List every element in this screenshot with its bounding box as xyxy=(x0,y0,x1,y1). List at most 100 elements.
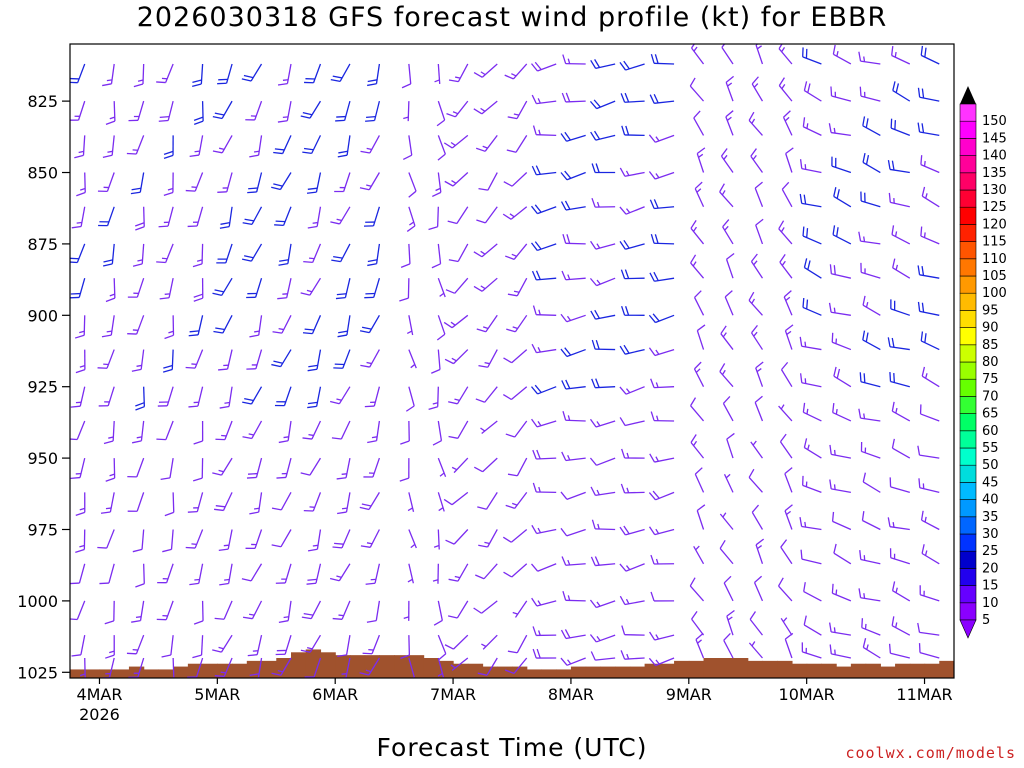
wind-barb xyxy=(532,648,557,659)
wind-barb xyxy=(503,172,528,187)
wind-barb xyxy=(921,544,940,565)
wind-barb xyxy=(70,386,86,408)
wind-barb xyxy=(723,633,734,659)
wind-barb xyxy=(862,153,881,174)
wind-barb xyxy=(193,600,204,625)
wind-barb xyxy=(213,315,233,334)
wind-barb xyxy=(134,206,145,231)
wind-barb xyxy=(502,206,528,220)
y-tick-label: 975 xyxy=(27,520,58,539)
wind-barb xyxy=(193,420,204,445)
wind-barb xyxy=(278,243,292,266)
colorbar-label: 80 xyxy=(982,355,999,370)
wind-barb xyxy=(531,524,557,535)
wind-barb xyxy=(720,325,734,350)
wind-barb xyxy=(887,159,910,174)
wind-barb xyxy=(620,269,645,280)
wind-barb xyxy=(330,386,351,405)
wind-barb xyxy=(858,408,881,422)
wind-barb xyxy=(432,563,439,584)
wind-barb xyxy=(193,278,204,302)
wind-barb xyxy=(920,45,940,65)
wind-barb xyxy=(829,264,852,279)
wind-barb xyxy=(890,299,911,316)
wind-barb xyxy=(690,219,705,245)
terrain-block xyxy=(512,666,528,678)
wind-barb xyxy=(242,386,263,405)
wind-barb xyxy=(428,386,439,411)
wind-barb xyxy=(214,492,233,512)
wind-barb xyxy=(590,240,616,250)
terrain-block xyxy=(453,663,469,678)
colorbar-label: 90 xyxy=(982,321,999,336)
wind-barb xyxy=(917,445,940,459)
wind-barb xyxy=(436,100,446,127)
wind-barb xyxy=(406,315,414,336)
wind-barb xyxy=(104,600,115,625)
colorbar-segment xyxy=(959,550,977,569)
wind-barb xyxy=(621,448,645,459)
wind-barb xyxy=(862,472,881,493)
wind-barb xyxy=(828,123,851,137)
wind-barb xyxy=(778,220,793,245)
terrain-block xyxy=(615,666,631,678)
wind-barb xyxy=(531,418,557,428)
colorbar-label: 70 xyxy=(982,389,999,404)
wind-barb xyxy=(784,467,793,493)
wind-barb xyxy=(590,59,616,70)
wind-barb xyxy=(448,563,469,582)
wind-barb xyxy=(242,420,263,440)
wind-barb xyxy=(473,243,498,258)
wind-barb xyxy=(560,527,586,537)
wind-barb xyxy=(271,349,292,368)
wind-barb xyxy=(748,641,763,659)
wind-barb xyxy=(245,529,263,550)
wind-barb xyxy=(100,492,115,514)
wind-barb xyxy=(530,61,557,72)
terrain-block xyxy=(320,652,336,678)
x-tick-label: 10MAR xyxy=(779,685,835,704)
terrain-block xyxy=(688,660,705,678)
wind-barb xyxy=(444,349,469,365)
wind-barb xyxy=(722,396,734,422)
wind-barb xyxy=(399,278,410,302)
wind-barb xyxy=(561,451,586,462)
wind-barb xyxy=(561,379,586,390)
wind-barb xyxy=(778,77,793,102)
x-tick-label: 7MAR xyxy=(430,685,476,704)
wind-barb xyxy=(97,529,115,549)
colorbar-segment xyxy=(959,378,977,397)
wind-barb xyxy=(156,600,174,621)
terrain-block xyxy=(850,663,867,678)
wind-barb xyxy=(171,657,175,678)
credit-label[interactable]: coolwx.com/models xyxy=(845,744,1016,762)
wind-barb xyxy=(693,545,705,565)
colorbar-label: 5 xyxy=(982,613,990,628)
wind-barb xyxy=(785,147,794,173)
wind-barb xyxy=(99,563,115,585)
wind-barb xyxy=(127,315,145,335)
x-tick-label: 5MAR xyxy=(194,685,240,704)
wind-barb xyxy=(828,302,851,316)
wind-barb xyxy=(126,135,145,155)
y-axis: 825 850 875 900 925 950 975 1000 1025 xyxy=(17,92,70,682)
wind-barb xyxy=(434,63,441,84)
wind-barb xyxy=(512,600,528,618)
terrain-block xyxy=(173,666,189,678)
wind-barb xyxy=(649,199,675,210)
wind-barb xyxy=(859,372,881,388)
wind-barb xyxy=(448,63,469,83)
wind-barb xyxy=(917,87,940,102)
wind-barb xyxy=(779,433,793,459)
wind-barb xyxy=(693,110,705,136)
wind-barb xyxy=(862,638,881,659)
wind-barb xyxy=(162,529,174,553)
terrain-block xyxy=(438,660,454,678)
wind-barb xyxy=(750,440,763,459)
wind-barb xyxy=(359,492,380,511)
terrain-block xyxy=(128,666,145,678)
colorbar-segment xyxy=(959,189,977,208)
wind-barb xyxy=(862,295,881,316)
colorbar-label: 30 xyxy=(982,527,999,542)
wind-barb xyxy=(362,634,381,655)
